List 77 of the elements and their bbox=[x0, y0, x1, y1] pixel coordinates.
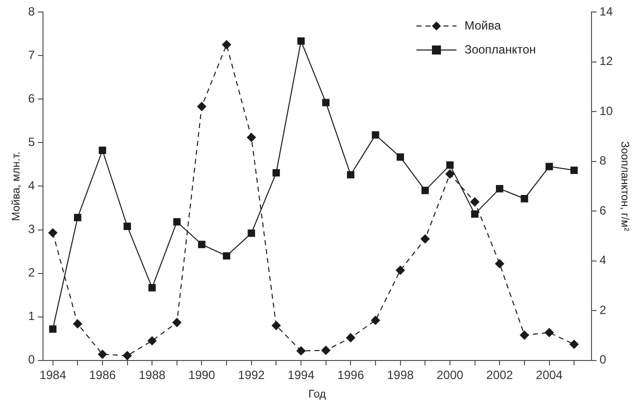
point bbox=[321, 346, 330, 355]
y2-tick-label: 2 bbox=[599, 302, 606, 317]
y-tick-label: 4 bbox=[28, 178, 36, 193]
point bbox=[222, 252, 230, 260]
y2-tick-label: 6 bbox=[599, 203, 606, 218]
point bbox=[98, 146, 106, 154]
y2-tick-label: 14 bbox=[599, 4, 614, 18]
legend-label: Мойва bbox=[464, 18, 502, 32]
x-axis-title: Год bbox=[308, 388, 326, 400]
y-axis-title: Мойва, млн.т. bbox=[10, 151, 23, 221]
point bbox=[124, 222, 131, 230]
point bbox=[49, 325, 56, 333]
point bbox=[546, 162, 553, 170]
point bbox=[198, 240, 206, 248]
point bbox=[346, 171, 354, 178]
point bbox=[296, 346, 306, 356]
point bbox=[420, 234, 430, 244]
y-tick-label: 5 bbox=[28, 134, 36, 149]
point bbox=[74, 214, 82, 222]
y2-tick-label: 0 bbox=[599, 352, 606, 367]
point bbox=[222, 40, 232, 50]
y-tick-label: 0 bbox=[28, 352, 36, 367]
y2-tick-label: 4 bbox=[599, 253, 606, 268]
point bbox=[570, 166, 578, 174]
x-tick-label: 1996 bbox=[337, 368, 364, 382]
point bbox=[520, 330, 529, 340]
point bbox=[346, 333, 356, 342]
y-tick-label: 1 bbox=[28, 309, 36, 324]
point bbox=[322, 98, 330, 106]
point bbox=[272, 321, 281, 330]
point bbox=[421, 186, 429, 194]
point bbox=[73, 319, 82, 328]
y2-axis-title: Зоопланктон, г/м² bbox=[618, 141, 630, 232]
point bbox=[570, 340, 579, 349]
x-tick-label: 1990 bbox=[188, 368, 216, 382]
x-tick-label: 2004 bbox=[536, 368, 563, 382]
point bbox=[520, 194, 528, 202]
x-tick-label: 2002 bbox=[486, 368, 514, 382]
x-tick-label: 1988 bbox=[138, 368, 166, 382]
point bbox=[297, 37, 305, 45]
x-tick-label: 1986 bbox=[89, 368, 116, 382]
x-tick-label: 1992 bbox=[238, 368, 266, 382]
y-tick-label: 2 bbox=[28, 266, 36, 280]
point bbox=[495, 259, 504, 268]
point bbox=[172, 318, 182, 328]
point bbox=[396, 153, 404, 161]
y-tick-label: 6 bbox=[28, 91, 36, 106]
x-tick-label: 1994 bbox=[288, 368, 315, 382]
point bbox=[48, 228, 58, 238]
y2-tick-label: 8 bbox=[599, 154, 606, 168]
point bbox=[248, 230, 256, 237]
point bbox=[148, 284, 156, 292]
y-tick-label: 8 bbox=[28, 4, 36, 18]
point bbox=[370, 316, 380, 325]
point bbox=[148, 336, 157, 346]
point bbox=[496, 185, 504, 192]
point bbox=[246, 132, 256, 142]
x-tick-label: 1998 bbox=[386, 368, 414, 382]
point bbox=[173, 218, 181, 226]
point bbox=[544, 328, 554, 338]
point bbox=[98, 350, 107, 359]
y-tick-label: 7 bbox=[28, 48, 36, 62]
y-tick-label: 3 bbox=[28, 222, 36, 236]
point bbox=[470, 197, 480, 206]
point bbox=[445, 170, 454, 179]
point bbox=[272, 169, 280, 176]
point bbox=[446, 161, 454, 169]
x-tick-label: 2000 bbox=[436, 368, 464, 382]
point bbox=[197, 102, 206, 112]
y2-tick-label: 12 bbox=[599, 54, 614, 68]
point bbox=[372, 131, 380, 139]
x-tick-label: 1984 bbox=[39, 368, 66, 382]
point bbox=[396, 266, 405, 275]
point bbox=[122, 351, 132, 360]
y2-tick-label: 10 bbox=[599, 104, 614, 118]
point bbox=[471, 210, 478, 218]
legend-label: Зоопланктон bbox=[464, 42, 536, 56]
